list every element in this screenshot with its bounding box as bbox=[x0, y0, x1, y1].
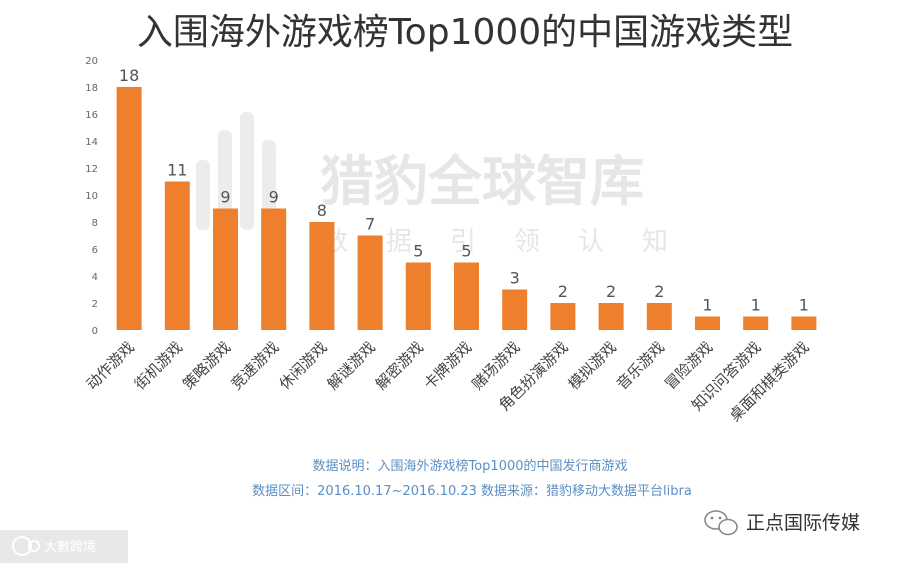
note-line-2: 数据区间：2016.10.17~2016.10.23 数据来源：猎豹移动大数据平… bbox=[252, 484, 692, 499]
y-tick-label: 6 bbox=[92, 245, 98, 256]
note-line-1: 数据说明：入围海外游戏榜Top1000的中国发行商游戏 bbox=[312, 458, 627, 474]
bar bbox=[454, 262, 479, 330]
category-label: 动作游戏 bbox=[83, 338, 138, 393]
category-label: 模拟游戏 bbox=[565, 338, 620, 393]
y-tick-label: 14 bbox=[85, 137, 98, 148]
category-label: 街机游戏 bbox=[131, 338, 186, 393]
y-tick-label: 4 bbox=[92, 272, 98, 283]
category-label: 音乐游戏 bbox=[613, 338, 668, 393]
category-label: 卡牌游戏 bbox=[420, 338, 475, 393]
y-tick-label: 20 bbox=[85, 56, 98, 67]
brand-right: 正点国际传媒 bbox=[704, 510, 860, 536]
bar bbox=[405, 262, 431, 330]
bar bbox=[743, 316, 769, 330]
bar bbox=[646, 303, 672, 330]
bar bbox=[695, 316, 720, 330]
chart-title: 入围海外游戏榜Top1000的中国游戏类型 bbox=[137, 12, 793, 53]
watermark-logo-icon bbox=[196, 112, 276, 230]
y-tick-label: 18 bbox=[85, 83, 98, 94]
brand-right-text: 正点国际传媒 bbox=[746, 512, 860, 534]
brand-left-text: 大數跨境 bbox=[44, 540, 96, 555]
bar bbox=[261, 208, 287, 330]
bar-series bbox=[116, 87, 817, 330]
bar bbox=[116, 87, 142, 330]
bar bbox=[213, 208, 238, 330]
data-label: 2 bbox=[654, 282, 664, 301]
data-label: 1 bbox=[799, 296, 809, 315]
data-label: 18 bbox=[119, 66, 139, 85]
data-label: 5 bbox=[413, 242, 423, 261]
bar bbox=[791, 316, 817, 330]
bar bbox=[164, 181, 190, 330]
y-tick-label: 16 bbox=[85, 110, 98, 121]
data-label: 1 bbox=[751, 296, 761, 315]
y-axis: 0 2 4 6 8 10 12 14 16 18 20 bbox=[85, 56, 98, 337]
data-label: 9 bbox=[269, 188, 279, 207]
category-label: 休闲游戏 bbox=[276, 338, 331, 393]
data-label: 7 bbox=[365, 215, 375, 234]
y-tick-label: 2 bbox=[92, 299, 98, 310]
y-tick-label: 12 bbox=[85, 164, 98, 175]
data-label: 2 bbox=[606, 282, 616, 301]
bar bbox=[598, 303, 624, 330]
y-tick-label: 10 bbox=[85, 191, 98, 202]
category-label: 解谜游戏 bbox=[324, 338, 379, 393]
watermark-main: 猎豹全球智库 bbox=[320, 150, 644, 213]
data-label: 11 bbox=[167, 161, 187, 180]
data-label: 3 bbox=[510, 269, 520, 288]
brand-left: 大數跨境 bbox=[0, 530, 128, 563]
y-tick-label: 0 bbox=[92, 326, 98, 337]
bar bbox=[502, 289, 528, 330]
data-label: 5 bbox=[461, 242, 471, 261]
data-label: 8 bbox=[317, 201, 327, 220]
bar bbox=[357, 235, 383, 330]
category-label: 策略游戏 bbox=[179, 338, 234, 393]
bar bbox=[550, 303, 576, 330]
brand-left-logo-icon bbox=[12, 536, 40, 556]
wechat-icon bbox=[704, 510, 738, 536]
y-tick-label: 8 bbox=[92, 218, 98, 229]
data-label: 9 bbox=[220, 188, 230, 207]
data-label: 2 bbox=[558, 282, 568, 301]
data-label: 1 bbox=[702, 296, 712, 315]
bar bbox=[309, 222, 335, 330]
category-label: 竞速游戏 bbox=[227, 338, 282, 393]
category-label: 解密游戏 bbox=[372, 338, 427, 393]
category-labels: 动作游戏街机游戏策略游戏竞速游戏休闲游戏解谜游戏解密游戏卡牌游戏赌场游戏角色扮演… bbox=[83, 338, 813, 425]
